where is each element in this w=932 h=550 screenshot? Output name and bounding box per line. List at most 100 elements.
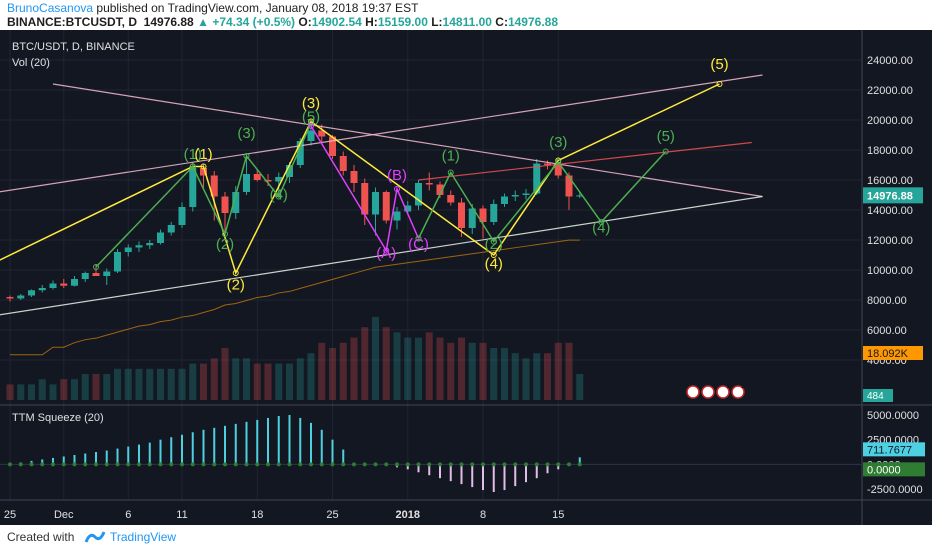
candle-body[interactable] — [178, 207, 186, 225]
price-chart[interactable]: (1)(1)(2)(2)(3)(4)(3)(5)(A)(B)(C)(1)(2)(… — [0, 30, 932, 525]
wave-label: (2) — [216, 236, 234, 253]
elliott-wave-line[interactable] — [95, 122, 312, 268]
candle-body[interactable] — [189, 168, 197, 207]
candle-body[interactable] — [576, 195, 584, 197]
wave-pivot-point[interactable] — [308, 123, 314, 129]
event-flag-icon[interactable] — [716, 385, 730, 399]
wave-pivot-point[interactable] — [662, 148, 669, 155]
event-flag-icon[interactable] — [701, 385, 715, 399]
candle-body[interactable] — [372, 192, 379, 215]
trend-line[interactable] — [52, 83, 763, 198]
candle-body[interactable] — [554, 165, 562, 176]
elliott-wave-line[interactable] — [417, 150, 667, 243]
candle-body[interactable] — [318, 130, 326, 137]
wave-pivot-point[interactable] — [555, 159, 562, 165]
wave-pivot-point[interactable] — [394, 186, 400, 192]
wave-pivot-point[interactable] — [383, 247, 390, 254]
candle-body[interactable] — [565, 175, 573, 197]
candle-body[interactable] — [264, 180, 272, 182]
elliott-wave-line[interactable] — [310, 125, 420, 253]
candle-body[interactable] — [135, 245, 143, 248]
candle-body[interactable] — [38, 288, 46, 291]
wave-pivot-point[interactable] — [598, 219, 605, 225]
candle-body[interactable] — [415, 183, 422, 206]
candle-body[interactable] — [49, 283, 57, 289]
candle-body[interactable] — [533, 163, 541, 194]
event-flag-icon[interactable] — [686, 385, 700, 399]
wave-pivot-point[interactable] — [716, 81, 723, 87]
candle-body[interactable] — [210, 175, 218, 197]
candle-body[interactable] — [243, 174, 250, 192]
up-triangle-icon: ▲ — [197, 15, 209, 29]
wave-pivot-point[interactable] — [200, 163, 207, 170]
wave-pivot-point[interactable] — [447, 169, 454, 176]
symbol-legend: BTC/USDT, D, BINANCE — [12, 41, 135, 53]
squeeze-dot — [405, 462, 410, 467]
candle-body[interactable] — [200, 168, 207, 176]
wave-pivot-point[interactable] — [490, 238, 497, 245]
wave-pivot-point[interactable] — [93, 264, 99, 270]
candle-body[interactable] — [425, 183, 433, 185]
candle-body[interactable] — [329, 136, 336, 157]
candle-body[interactable] — [157, 232, 164, 244]
wave-pivot-point[interactable] — [189, 163, 196, 170]
trend-line[interactable] — [0, 74, 763, 194]
squeeze-dot — [556, 462, 561, 467]
candle-body[interactable] — [103, 271, 111, 277]
candle-body[interactable] — [501, 196, 508, 205]
event-flag-icon[interactable] — [731, 385, 745, 399]
candle-body[interactable] — [146, 243, 154, 246]
candle-body[interactable] — [468, 208, 476, 229]
candle-body[interactable] — [490, 204, 498, 222]
candle-body[interactable] — [124, 247, 132, 253]
wave-pivot-point[interactable] — [415, 235, 422, 242]
candle-body[interactable] — [275, 177, 283, 182]
last-price: 14976.88 — [143, 15, 194, 29]
candle-body[interactable] — [339, 156, 347, 171]
candle-body[interactable] — [6, 297, 14, 299]
candle-body[interactable] — [522, 193, 530, 196]
volume-bar — [232, 358, 240, 400]
candle-body[interactable] — [458, 202, 465, 229]
squeeze-dot — [481, 462, 485, 467]
author-link[interactable]: BrunoCasanova — [7, 1, 94, 15]
volume-bar — [38, 379, 46, 400]
squeeze-last-badge — [863, 442, 925, 457]
candle-body[interactable] — [511, 195, 519, 197]
wave-pivot-point[interactable] — [243, 153, 250, 159]
volume-bar — [296, 358, 304, 400]
candle-body[interactable] — [544, 163, 551, 166]
candle-body[interactable] — [92, 273, 100, 276]
candle-body[interactable] — [479, 208, 487, 223]
tradingview-brand[interactable]: TradingView — [110, 530, 177, 544]
candle-body[interactable] — [28, 290, 35, 296]
candle-body[interactable] — [232, 192, 240, 213]
wave-pivot-point[interactable] — [275, 193, 282, 200]
candle-body[interactable] — [350, 171, 358, 183]
candle-body[interactable] — [17, 295, 25, 299]
candle-body[interactable] — [221, 196, 229, 214]
candle-body[interactable] — [296, 141, 304, 165]
wave-pivot-point[interactable] — [490, 252, 497, 258]
trend-line[interactable] — [418, 141, 752, 181]
candle-body[interactable] — [436, 184, 444, 196]
candle-body[interactable] — [81, 273, 89, 279]
volume-bar — [404, 337, 412, 400]
wave-pivot-point[interactable] — [308, 120, 314, 126]
wave-pivot-point[interactable] — [222, 231, 228, 237]
wave-pivot-point[interactable] — [232, 270, 239, 276]
candle-body[interactable] — [447, 195, 455, 203]
candle-body[interactable] — [253, 174, 261, 180]
squeeze-dot — [40, 462, 45, 467]
candle-body[interactable] — [361, 183, 369, 215]
trend-line[interactable] — [0, 195, 763, 317]
candle-body[interactable] — [71, 279, 78, 286]
candle-body[interactable] — [167, 225, 175, 233]
candle-body[interactable] — [393, 211, 401, 221]
candle-body[interactable] — [307, 130, 315, 142]
candle-body[interactable] — [60, 283, 68, 286]
candle-body[interactable] — [114, 252, 121, 272]
candle-body[interactable] — [404, 205, 412, 212]
volume-bar — [71, 379, 78, 400]
candle-body[interactable] — [382, 192, 390, 221]
